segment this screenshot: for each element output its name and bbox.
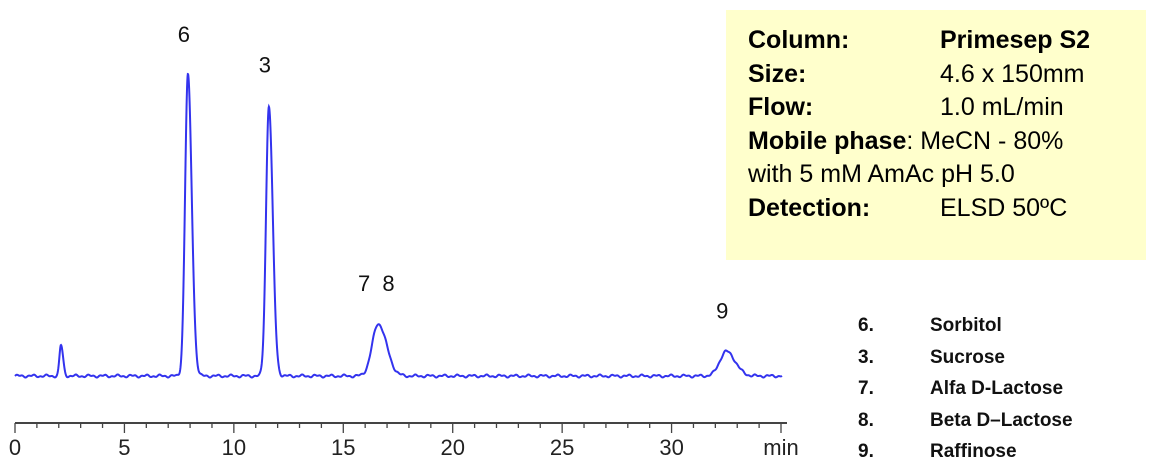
legend-number: 9. bbox=[858, 441, 874, 462]
detection-label: Detection: bbox=[748, 193, 871, 222]
flow-label: Flow: bbox=[748, 93, 814, 121]
x-axis: 0 5 10 15 20 25 30 min bbox=[9, 422, 799, 460]
legend-item: 3. Sucrose bbox=[858, 342, 1073, 374]
legend-number: 3. bbox=[858, 346, 874, 368]
x-tick-label: 5 bbox=[118, 435, 130, 460]
legend-item: 9. Raffinose bbox=[858, 436, 1073, 468]
method-conditions-box: Column: Primesep S2 Size: 4.6 x 150mm Flow… bbox=[726, 10, 1146, 260]
x-tick-label: 20 bbox=[440, 435, 464, 460]
x-tick-label: 15 bbox=[331, 435, 355, 460]
peak-label: 3 bbox=[259, 53, 271, 78]
size-label: Size: bbox=[748, 59, 807, 88]
x-unit-label: min bbox=[763, 435, 798, 460]
column-row: Column: Primesep S2 bbox=[748, 24, 1146, 58]
size-row: Size: 4.6 x 150mm bbox=[748, 58, 1146, 92]
x-tick-label: 10 bbox=[222, 435, 246, 460]
legend-number: 7. bbox=[858, 378, 874, 399]
size-value: 4.6 x 150mm bbox=[940, 59, 1085, 88]
mobile-phase-label: Mobile phase bbox=[748, 126, 907, 155]
legend-item: 7. Alfa D-Lactose bbox=[858, 373, 1073, 405]
chromatogram-trace bbox=[14, 72, 783, 379]
flow-value: 1.0 mL/min bbox=[940, 93, 1064, 121]
mobile-phase-row: Mobile phase: MeCN - 80% bbox=[748, 125, 1146, 159]
legend-name: Sucrose bbox=[930, 346, 1005, 368]
peak-label: 6 bbox=[178, 22, 190, 47]
legend-number: 6. bbox=[858, 315, 874, 336]
legend-number: 8. bbox=[858, 409, 874, 431]
mobile-phase-buffer: with 5 mM AmAc pH 5.0 bbox=[748, 160, 1015, 188]
peak-labels: 6 3 7 8 9 bbox=[178, 22, 729, 323]
column-label: Column: bbox=[748, 26, 850, 54]
compound-legend: 6. Sorbitol 3. Sucrose 7. Alfa D-Lactose 8.… bbox=[858, 310, 1073, 468]
mobile-phase-value: : MeCN - 80% bbox=[906, 126, 1064, 155]
peak-label: 9 bbox=[716, 298, 728, 323]
peak-label: 7 8 bbox=[358, 271, 395, 296]
detection-row: Detection: ELSD 50ºC bbox=[748, 192, 1146, 226]
legend-item: 8. Beta D–Lactose bbox=[858, 405, 1073, 437]
legend-name: Beta D–Lactose bbox=[930, 409, 1073, 431]
x-tick-label: 0 bbox=[9, 435, 21, 460]
x-tick-label: 30 bbox=[659, 435, 683, 460]
legend-name: Raffinose bbox=[930, 441, 1017, 462]
legend-name: Alfa D-Lactose bbox=[930, 378, 1064, 399]
mobile-phase-row-2: with 5 mM AmAc pH 5.0 bbox=[748, 158, 1146, 192]
column-value: Primesep S2 bbox=[940, 26, 1091, 54]
detection-value: ELSD 50ºC bbox=[940, 193, 1068, 222]
legend-name: Sorbitol bbox=[930, 315, 1002, 336]
x-tick-label: 25 bbox=[550, 435, 574, 460]
legend-item: 6. Sorbitol bbox=[858, 310, 1073, 342]
flow-row: Flow: 1.0 mL/min bbox=[748, 91, 1146, 125]
